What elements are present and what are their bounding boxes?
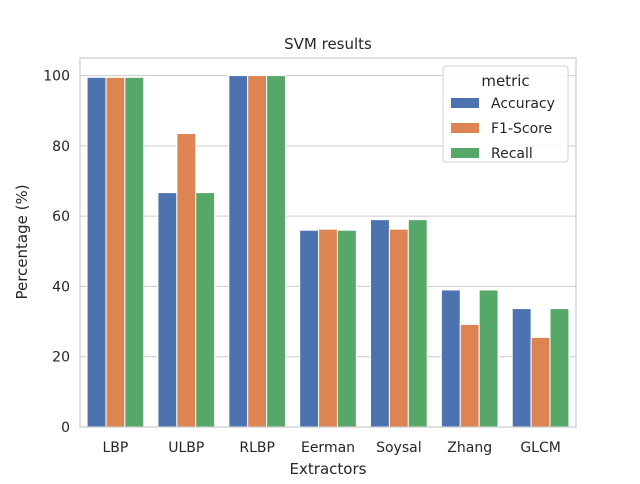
bar-recall-lbp [124,76,145,428]
legend-entry-f1-score: F1-Score [491,121,552,137]
y-tick-label: 0 [61,420,70,436]
legend-swatch-f1-score [451,123,479,133]
y-tick-label: 60 [52,209,70,225]
bar-recall-glcm [549,308,570,428]
bar-accuracy-rlbp [228,75,249,428]
bar-accuracy-soysal [370,219,390,428]
legend-entry-accuracy: Accuracy [491,96,555,112]
y-tick-label: 40 [52,279,70,295]
bar-f1-score-zhang [459,323,480,428]
x-tick-label: RLBP [239,440,275,456]
bar-recall-ulbp [195,192,216,428]
bar-accuracy-zhang [440,289,461,428]
bar-f1-score-eerman [318,228,338,428]
y-tick-label: 100 [43,69,70,85]
legend-swatch-accuracy [451,98,479,108]
legend-box [442,65,569,163]
bar-f1-score-rlbp [247,75,268,428]
x-tick-label: Soysal [376,440,422,456]
bar-recall-eerman [336,229,357,428]
bar-recall-soysal [407,219,428,428]
axes: 0 20 40 60 80 100 LBP ULBP RLBP Eerman Soysal Zhang… [43,57,577,456]
bar-recall-zhang [478,289,499,428]
x-tick-label: LBP [102,440,128,456]
bar-accuracy-lbp [86,76,107,428]
y-tick-label: 20 [52,350,70,366]
x-tick-label: Zhang [447,440,492,456]
bar-accuracy-ulbp [157,192,178,428]
chart-title: SVM results [284,35,372,53]
bar-accuracy-eerman [299,229,320,428]
x-tick-label: ULBP [168,440,204,456]
bars [86,75,570,428]
bar-accuracy-glcm [511,308,532,428]
bar-f1-score-lbp [105,76,126,428]
legend-entry-recall: Recall [491,146,533,162]
y-axis-label: Percentage (%) [13,184,31,299]
bar-recall-rlbp [266,75,286,428]
bar-f1-score-ulbp [176,133,197,428]
bar-f1-score-soysal [388,228,409,428]
y-tick-label: 80 [52,139,70,155]
legend-title: metric [481,72,529,90]
plot-frame [79,57,577,428]
legend: metric Accuracy F1-Score Recall [442,65,569,163]
legend-swatch-recall [451,148,479,158]
x-axis-label: Extractors [290,460,367,478]
x-tick-label: GLCM [520,440,561,456]
x-tick-label: Eerman [301,440,355,456]
bar-f1-score-glcm [530,336,551,428]
